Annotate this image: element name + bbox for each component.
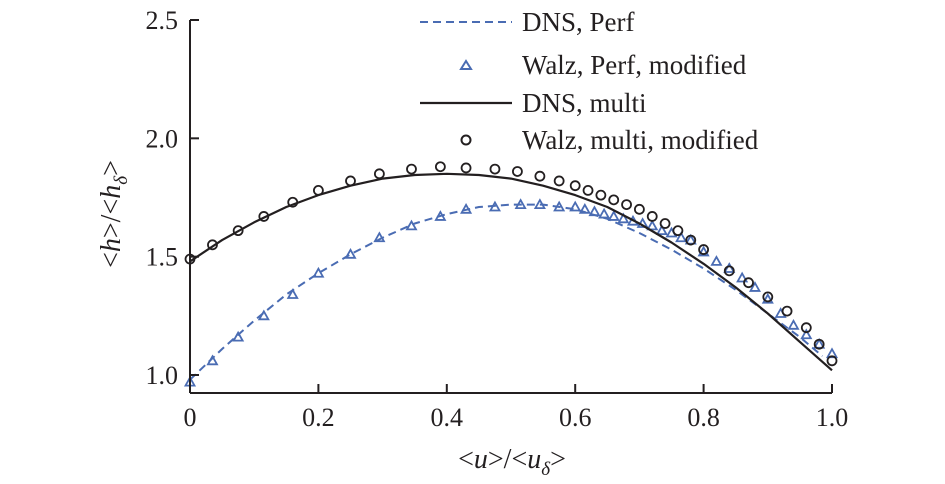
y-axis-label: <h>/<hδ> xyxy=(96,160,132,268)
triangle-point xyxy=(434,210,447,221)
triangle-point xyxy=(344,247,357,259)
triangle-point xyxy=(569,200,582,212)
triangle-point xyxy=(800,328,813,340)
triangle-point xyxy=(723,262,736,273)
triangle-point xyxy=(748,281,761,292)
y-tick-label: 2.5 xyxy=(146,6,179,35)
circle-point xyxy=(434,161,446,173)
series-walz-multi-modified xyxy=(184,161,838,367)
circle-point xyxy=(207,239,218,251)
legend-label-dns-perf: DNS, Perf xyxy=(522,7,635,37)
circle-point xyxy=(800,322,812,334)
x-tick-label: 0.8 xyxy=(687,403,720,432)
circle-point xyxy=(232,225,244,237)
circle-point xyxy=(608,194,620,206)
circle-point xyxy=(512,166,523,177)
series-line-dashed xyxy=(189,203,824,381)
y-tick-label: 1.5 xyxy=(146,243,179,272)
circle-point xyxy=(813,338,825,350)
legend-item-walz-perf: Walz, Perf, modified xyxy=(459,50,747,80)
circle-point xyxy=(826,355,838,367)
plot-series xyxy=(183,161,839,387)
triangle-point xyxy=(206,354,219,366)
x-tick-label: 0.4 xyxy=(431,403,464,432)
circle-point xyxy=(460,162,472,174)
legend-item-walz-multi: Walz, multi, modified xyxy=(460,125,759,155)
triangle-point xyxy=(607,210,620,221)
circle-point xyxy=(595,189,607,201)
x-tick-label: 0.2 xyxy=(302,403,335,432)
triangle-point xyxy=(736,271,749,283)
triangle-point xyxy=(655,224,668,236)
triangle-point xyxy=(813,337,826,349)
legend-item-dns-multi: DNS, multi xyxy=(420,88,647,118)
triangle-point xyxy=(488,200,501,212)
legend-triangle-marker-icon xyxy=(459,59,473,70)
triangle-point xyxy=(312,266,325,278)
circle-point xyxy=(723,265,735,277)
circle-point xyxy=(489,163,501,175)
triangle-point xyxy=(761,292,774,304)
y-tick-label: 1.0 xyxy=(146,361,179,390)
triangle-point xyxy=(373,231,386,243)
circle-point xyxy=(406,163,417,175)
circle-point xyxy=(762,291,774,303)
ticks: 0 0.2 0.4 0.6 0.8 1.0 1.0 1.5 2.0 2.5 xyxy=(146,6,849,432)
triangle-point xyxy=(617,212,630,224)
circle-point xyxy=(553,175,565,187)
triangle-point xyxy=(684,233,697,245)
triangle-point xyxy=(553,200,566,212)
series-dns-perf xyxy=(189,203,824,381)
circle-point xyxy=(659,218,671,229)
circle-point xyxy=(287,196,299,208)
circle-point xyxy=(345,175,356,187)
triangle-point xyxy=(578,202,591,214)
x-tick-label: 0 xyxy=(184,403,197,432)
circle-point xyxy=(569,180,581,192)
x-axis-label: <u>/<uδ> xyxy=(458,444,566,480)
triangle-point xyxy=(710,255,723,266)
triangle-point xyxy=(460,202,473,214)
triangle-point xyxy=(286,288,299,299)
legend-label-walz-multi: Walz, multi, modified xyxy=(522,125,759,155)
triangle-point xyxy=(533,198,546,209)
x-tick-label: 0.6 xyxy=(559,403,592,432)
circle-point xyxy=(534,170,546,182)
legend-item-dns-perf: DNS, Perf xyxy=(420,7,635,37)
triangle-point xyxy=(825,347,839,359)
triangle-point xyxy=(675,231,688,243)
triangle-point xyxy=(405,219,418,231)
circle-point xyxy=(685,234,697,246)
triangle-point xyxy=(232,330,245,342)
circle-point xyxy=(781,305,793,317)
axes xyxy=(189,20,832,394)
circle-point xyxy=(258,211,270,222)
circle-point xyxy=(621,199,632,211)
triangle-point xyxy=(598,207,611,219)
circle-point xyxy=(312,184,324,196)
triangle-point xyxy=(588,205,601,217)
triangle-point xyxy=(514,198,527,209)
x-tick-label: 1.0 xyxy=(816,403,849,432)
legend: DNS, Perf Walz, Perf, modified DNS, mult… xyxy=(420,7,759,155)
series-dns-multi xyxy=(189,172,833,372)
series-line-solid xyxy=(189,172,833,372)
y-tick-label: 2.0 xyxy=(146,124,179,153)
circle-point xyxy=(634,203,645,215)
circle-point xyxy=(698,244,709,255)
circle-point xyxy=(743,277,754,289)
triangle-point xyxy=(697,245,710,257)
legend-label-walz-perf: Walz, Perf, modified xyxy=(522,50,747,80)
circle-point xyxy=(672,225,684,237)
circle-point xyxy=(373,168,385,180)
circle-point xyxy=(582,184,594,196)
triangle-point xyxy=(257,309,270,321)
legend-circle-marker-icon xyxy=(460,134,472,146)
circle-point xyxy=(646,211,658,222)
series-walz-perf-modified xyxy=(183,198,839,387)
triangle-point xyxy=(787,318,800,330)
triangle-point xyxy=(646,219,659,231)
legend-label-dns-multi: DNS, multi xyxy=(522,88,647,118)
